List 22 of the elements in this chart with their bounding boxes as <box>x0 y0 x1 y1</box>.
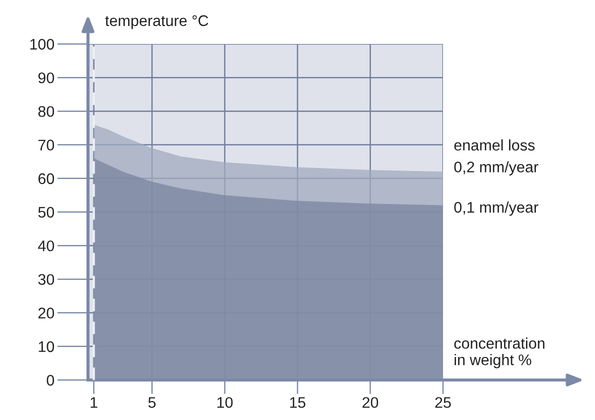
x-tick-label: 25 <box>435 397 451 408</box>
y-tick-label: 90 <box>38 72 54 84</box>
y-tick-label: 10 <box>38 341 54 352</box>
y-tick-label: 40 <box>38 240 54 252</box>
y-tick-label: 30 <box>38 274 54 285</box>
series-label: 0,1 mm/year <box>454 202 538 216</box>
y-tick-label: 20 <box>38 308 54 318</box>
legend-title: enamel loss <box>454 139 535 151</box>
x-axis-title: concentration in weight % <box>454 338 544 368</box>
x-tick-label: 10 <box>217 397 233 408</box>
y-tick-label: 70 <box>38 140 54 150</box>
y-tick-label: 50 <box>38 206 54 218</box>
y-tick-label: 100 <box>30 38 54 50</box>
y-tick-label: 80 <box>38 106 54 117</box>
x-tick-label: 15 <box>290 397 306 408</box>
x-tick-label: 1 <box>90 397 98 408</box>
x-tick-label: 20 <box>362 397 378 408</box>
x-tick-label: 5 <box>148 397 156 408</box>
series-label: 0,2 mm/year <box>454 161 538 176</box>
y-tick-label: 60 <box>38 173 54 184</box>
y-tick-label: 0 <box>46 374 54 386</box>
y-axis-title: temperature °C <box>105 15 208 30</box>
